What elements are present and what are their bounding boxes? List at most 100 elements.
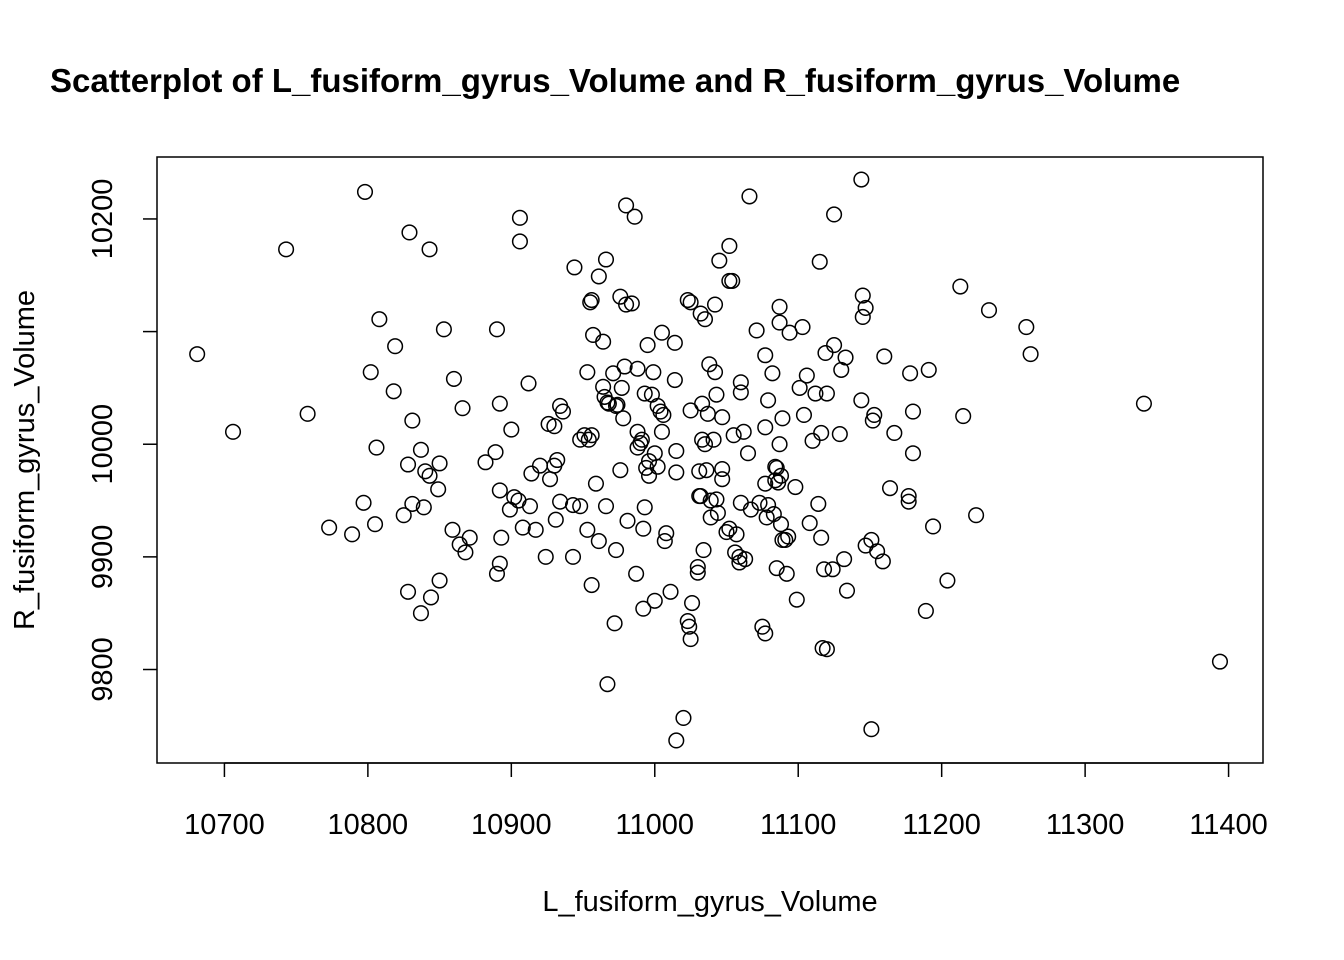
point	[579, 364, 596, 381]
point	[900, 487, 917, 505]
point	[606, 615, 623, 632]
point	[771, 314, 788, 331]
point	[696, 311, 714, 328]
point	[595, 378, 612, 395]
point	[444, 521, 461, 538]
chart-title: Scatterplot of L_fusiform_gyrus_Volume a…	[50, 62, 1180, 99]
point	[552, 493, 569, 510]
point	[368, 439, 385, 456]
point	[724, 272, 741, 289]
point	[757, 475, 774, 492]
point	[628, 565, 645, 582]
point	[675, 709, 692, 726]
point	[694, 395, 711, 412]
point	[682, 631, 699, 648]
point	[1135, 395, 1152, 412]
point	[774, 410, 791, 427]
point	[399, 456, 417, 473]
point	[506, 489, 523, 506]
point	[751, 494, 768, 511]
point	[430, 481, 447, 498]
point	[709, 504, 726, 521]
point	[597, 251, 615, 268]
point	[597, 498, 615, 515]
point	[714, 471, 731, 488]
point	[636, 385, 653, 402]
point	[682, 294, 699, 311]
point	[457, 544, 474, 561]
point	[920, 361, 937, 378]
point	[737, 551, 754, 568]
point	[837, 349, 854, 366]
x-tick-label: 10800	[328, 809, 409, 841]
y-tick-label: 10000	[87, 404, 119, 485]
point	[772, 467, 790, 484]
point	[399, 583, 417, 600]
point	[595, 333, 612, 350]
point	[757, 625, 774, 642]
point	[1022, 346, 1039, 363]
point	[645, 364, 662, 381]
point	[612, 462, 629, 479]
point	[488, 321, 506, 338]
point	[732, 494, 749, 511]
point	[760, 497, 777, 514]
point	[189, 346, 206, 363]
point	[791, 379, 808, 396]
point	[629, 439, 646, 456]
point	[431, 455, 448, 472]
x-tick-label: 10900	[471, 809, 552, 841]
point	[412, 441, 429, 458]
point	[609, 396, 626, 413]
point	[760, 392, 777, 409]
point	[804, 432, 821, 449]
point	[732, 384, 749, 401]
point	[224, 423, 242, 440]
point	[542, 471, 559, 488]
point	[635, 600, 652, 617]
point	[587, 475, 605, 492]
point	[527, 521, 544, 538]
point	[732, 374, 749, 391]
y-tick-label: 10200	[87, 179, 119, 260]
point	[461, 529, 478, 546]
point	[968, 507, 985, 524]
point	[955, 408, 972, 425]
point	[876, 348, 893, 365]
point	[818, 385, 835, 402]
point	[546, 418, 563, 435]
point	[590, 533, 607, 550]
point	[639, 337, 656, 354]
point	[404, 412, 421, 429]
point	[714, 409, 731, 426]
point	[689, 564, 706, 581]
point	[633, 431, 650, 448]
point	[662, 583, 679, 600]
point	[904, 403, 922, 420]
point	[788, 591, 805, 608]
point	[679, 292, 696, 309]
point	[721, 237, 738, 255]
point	[708, 491, 725, 508]
point	[590, 268, 607, 285]
point	[939, 572, 956, 589]
point	[421, 467, 438, 484]
point	[362, 364, 379, 381]
point	[387, 338, 404, 355]
point	[902, 365, 919, 382]
point	[638, 459, 655, 476]
point	[725, 427, 742, 444]
point	[815, 561, 833, 578]
point	[818, 641, 835, 658]
point	[691, 463, 708, 480]
point	[511, 233, 528, 250]
point	[695, 542, 712, 559]
point	[777, 531, 794, 549]
point	[813, 529, 830, 546]
point	[356, 183, 374, 200]
point	[771, 298, 788, 315]
point	[656, 533, 673, 550]
point	[684, 595, 701, 612]
point	[417, 463, 434, 480]
